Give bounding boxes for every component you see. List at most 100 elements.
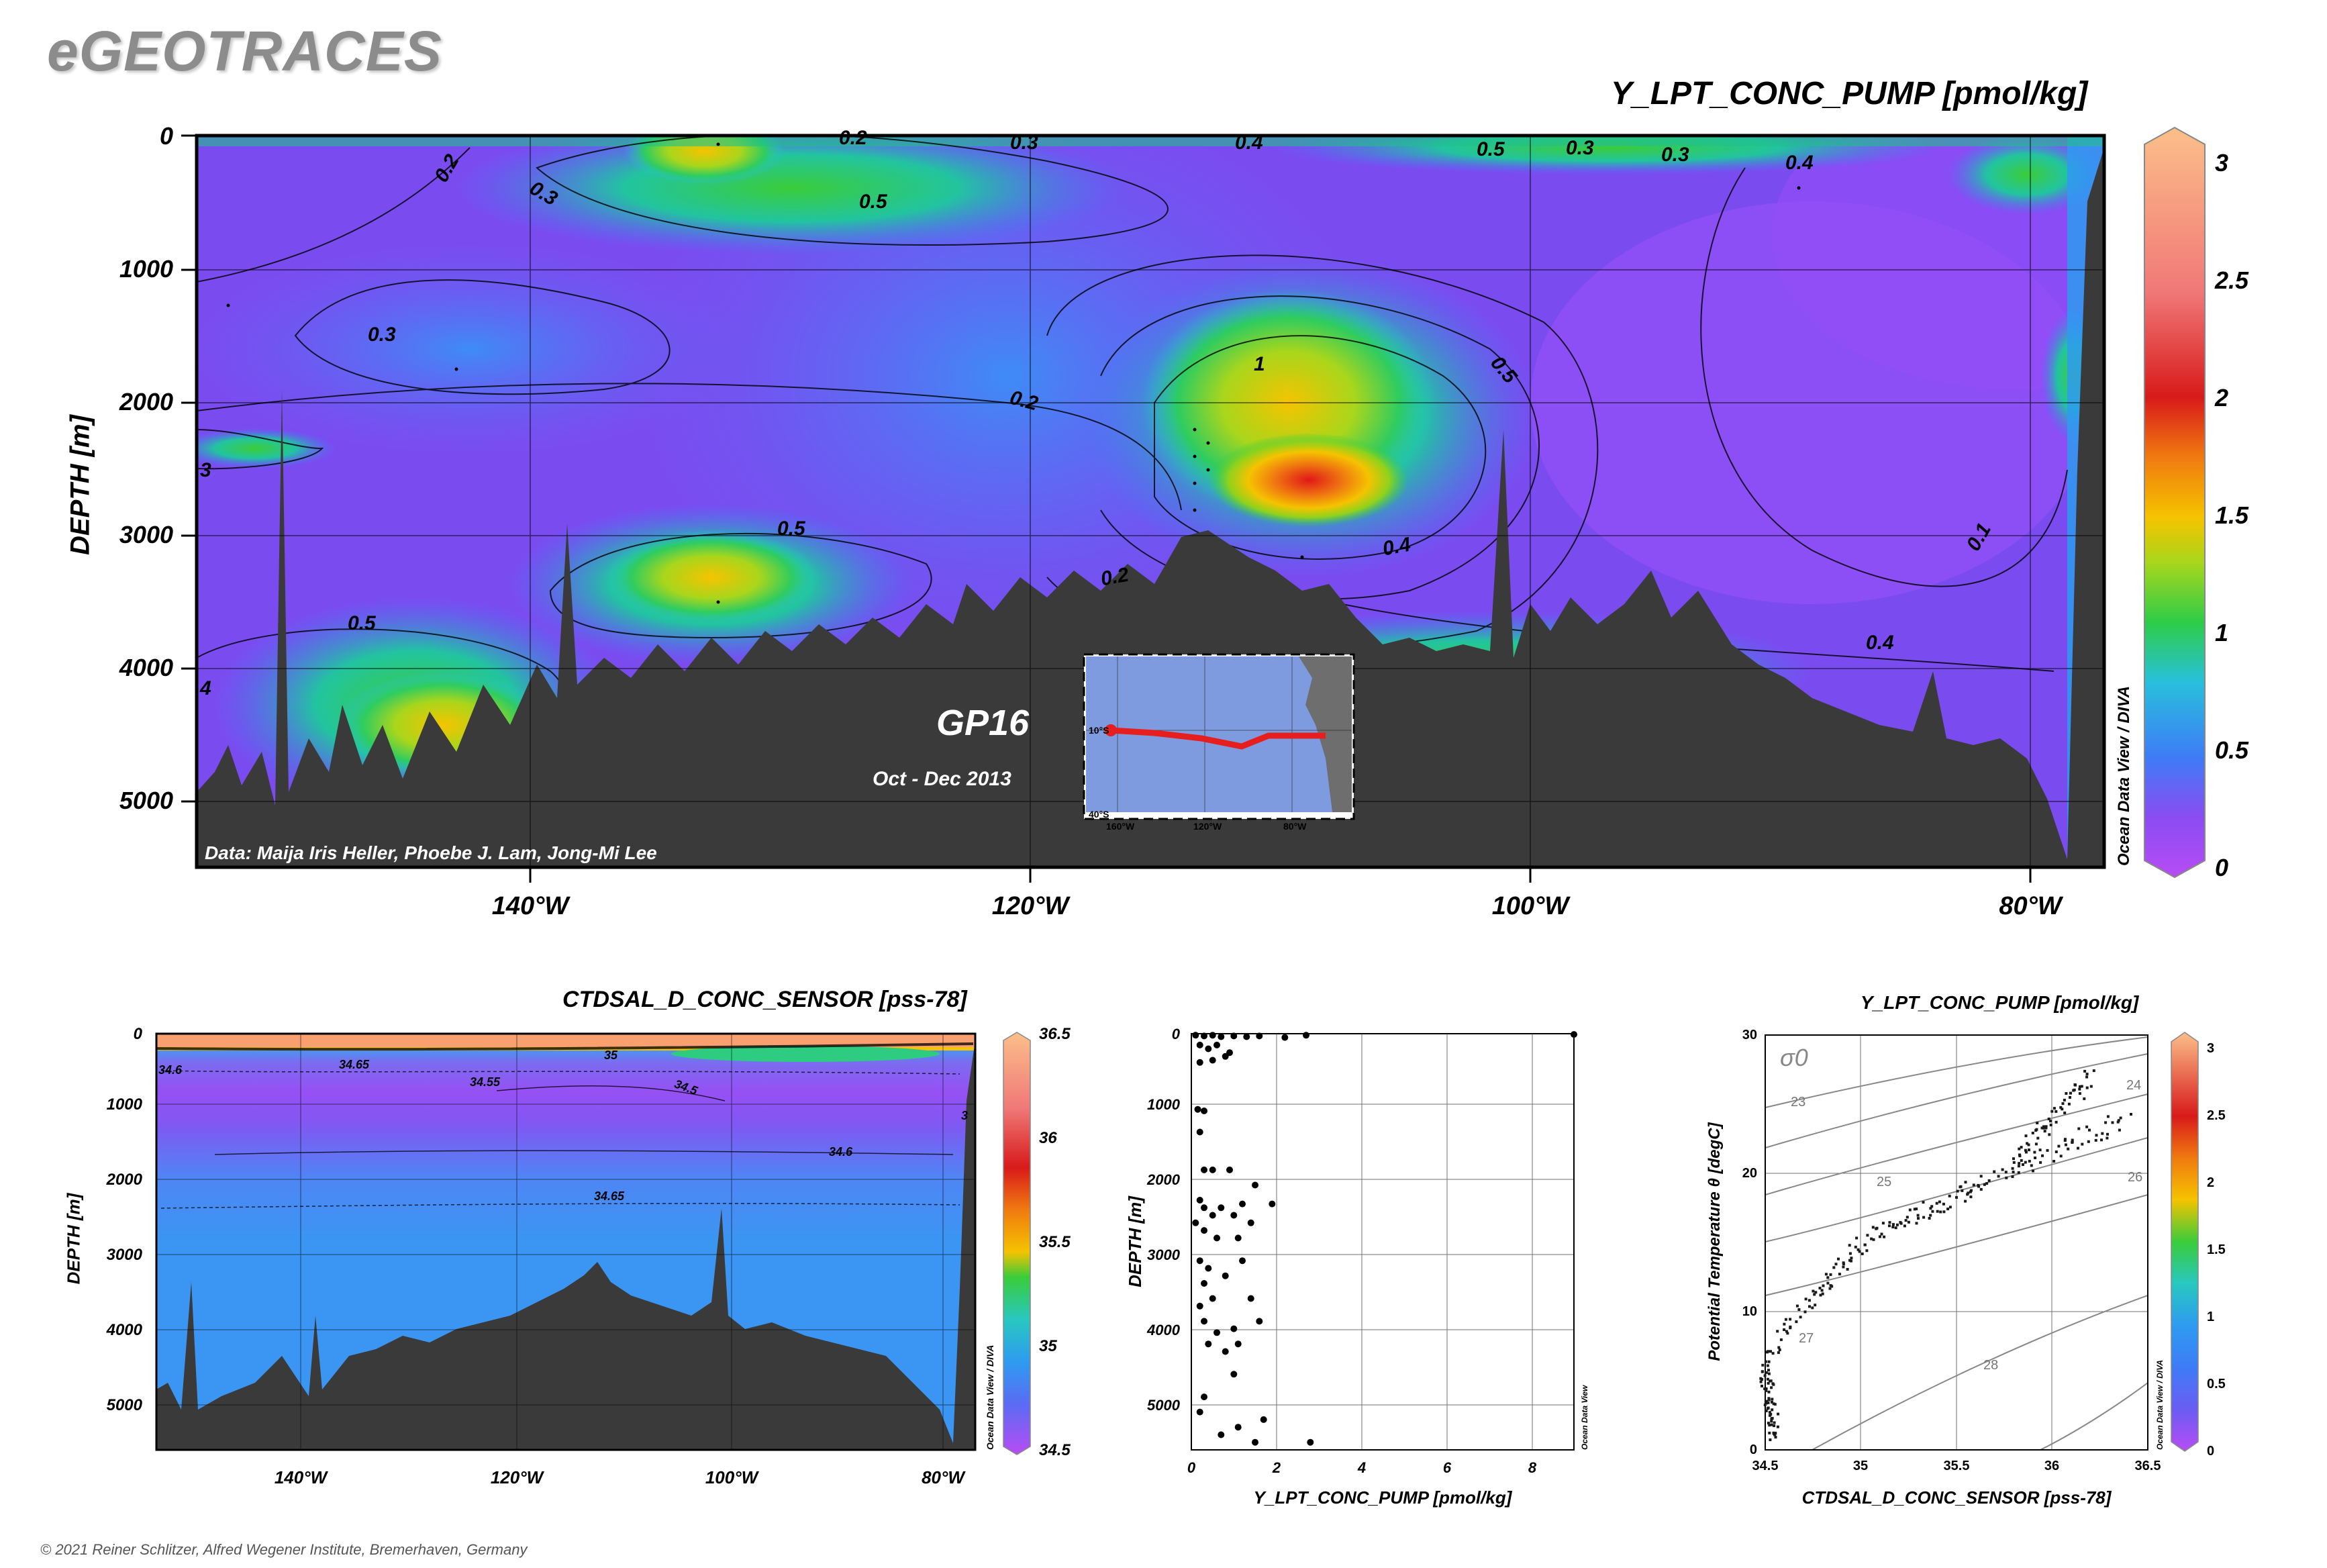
egeotraces-logo: eGEOTRACES bbox=[47, 19, 442, 83]
xtick-label: 0 bbox=[1187, 1459, 1196, 1476]
ts-point bbox=[2012, 1171, 2015, 1174]
ts-point bbox=[1767, 1397, 1771, 1400]
ts-point bbox=[1939, 1210, 1942, 1214]
salinity-colorbar: 34.5 35 35.5 36 36.5 bbox=[1003, 1025, 1071, 1459]
profile-point bbox=[1218, 1204, 1225, 1212]
ts-point bbox=[1863, 1243, 1867, 1246]
ts-yticks: 0 10 20 30 bbox=[1742, 1028, 1757, 1457]
ts-point bbox=[1777, 1412, 1780, 1416]
ts-point bbox=[2028, 1148, 2030, 1152]
ytick-label: 0 bbox=[1750, 1442, 1757, 1457]
ts-point bbox=[2047, 1118, 2050, 1120]
ts-point bbox=[1771, 1400, 1773, 1404]
ts-point bbox=[1772, 1431, 1775, 1434]
ts-point bbox=[2130, 1113, 2132, 1116]
ts-point bbox=[1832, 1266, 1836, 1269]
ts-point bbox=[1773, 1424, 1776, 1428]
contour-label: 34.55 bbox=[470, 1075, 501, 1089]
colorbar-tick: 0.5 bbox=[2207, 1377, 2226, 1391]
contour-label: 0.5 bbox=[777, 518, 806, 540]
ts-point bbox=[2088, 1128, 2091, 1132]
profile-point bbox=[1201, 1227, 1207, 1234]
colorbar-tick: 2 bbox=[2207, 1175, 2214, 1190]
profile-point bbox=[1209, 1295, 1216, 1302]
ts-point bbox=[1767, 1401, 1770, 1404]
profile-points bbox=[1192, 1031, 1577, 1446]
main-section-chart: 0 1000 2000 3000 4000 5000 140°W 120°W 1… bbox=[119, 122, 2249, 920]
main-section-yticks: 0 1000 2000 3000 4000 5000 bbox=[119, 122, 173, 814]
main-section-field bbox=[197, 136, 2104, 867]
ts-point bbox=[1922, 1201, 1925, 1204]
ts-point bbox=[2005, 1176, 2008, 1179]
profile-point bbox=[1214, 1041, 1220, 1048]
ts-point bbox=[2059, 1106, 2063, 1109]
ts-point bbox=[1915, 1222, 1918, 1225]
ts-point bbox=[1797, 1308, 1801, 1311]
profile-point bbox=[1194, 1106, 1201, 1113]
ts-point bbox=[1811, 1306, 1814, 1310]
ts-point bbox=[2057, 1144, 2061, 1148]
ts-point bbox=[1768, 1431, 1771, 1434]
profile-point bbox=[1260, 1416, 1267, 1423]
ts-xlabel: CTDSAL_D_CONC_SENSOR [pss-78] bbox=[1802, 1487, 2112, 1508]
ytick-label: 30 bbox=[1742, 1028, 1757, 1042]
profile-point bbox=[1239, 1200, 1246, 1208]
ytick-label: 10 bbox=[1742, 1304, 1757, 1319]
ts-point bbox=[1875, 1227, 1878, 1230]
ts-point bbox=[2049, 1124, 2052, 1126]
xtick-label: 35.5 bbox=[1944, 1459, 1970, 1473]
ytick-label: 0 bbox=[1172, 1026, 1181, 1042]
colorbar-tick: 0.5 bbox=[2215, 736, 2249, 764]
ts-point bbox=[1826, 1276, 1830, 1279]
ts-point bbox=[1977, 1185, 1981, 1188]
ts-point bbox=[1881, 1222, 1885, 1225]
ts-point bbox=[2011, 1167, 2014, 1170]
ts-point bbox=[2085, 1125, 2089, 1128]
ts-point bbox=[1883, 1235, 1886, 1238]
ts-point bbox=[1767, 1369, 1770, 1372]
ts-point bbox=[1765, 1400, 1768, 1403]
ytick-label: 5000 bbox=[107, 1396, 143, 1414]
data-credits: Data: Maija Iris Heller, Phoebe J. Lam, … bbox=[205, 842, 657, 863]
ytick-label: 0 bbox=[134, 1025, 143, 1043]
xtick-label: 120°W bbox=[491, 1467, 545, 1487]
ts-point bbox=[1766, 1364, 1769, 1367]
profile-point bbox=[1201, 1280, 1207, 1287]
ts-point bbox=[1905, 1216, 1909, 1219]
ts-point bbox=[1916, 1214, 1920, 1217]
ytick-label: 4000 bbox=[119, 654, 173, 681]
ts-point bbox=[1979, 1175, 1983, 1178]
ts-point bbox=[1818, 1287, 1822, 1289]
profile-point bbox=[1239, 1257, 1246, 1265]
profile-point bbox=[1214, 1234, 1220, 1242]
ts-point bbox=[2020, 1159, 2023, 1162]
ts-point bbox=[2012, 1161, 2016, 1164]
isopycnal-label: 24 bbox=[2126, 1078, 2141, 1093]
profile-point bbox=[1307, 1438, 1314, 1446]
ts-point bbox=[2024, 1134, 2028, 1138]
ts-point bbox=[1759, 1377, 1763, 1380]
colorbar-tick: 1 bbox=[2207, 1310, 2214, 1324]
ytick-label: 2000 bbox=[106, 1171, 143, 1189]
profile-point bbox=[1201, 1108, 1207, 1114]
ts-point bbox=[1983, 1183, 1986, 1186]
colorbar-tick: 2.5 bbox=[2207, 1108, 2226, 1123]
profile-point bbox=[1196, 1041, 1203, 1048]
ts-point bbox=[2092, 1069, 2095, 1073]
contour-label: 0.3 bbox=[1566, 137, 1594, 159]
profile-point bbox=[1303, 1032, 1309, 1039]
contour-label: 0.3 bbox=[1661, 144, 1689, 166]
ts-point bbox=[1776, 1425, 1779, 1428]
profile-point bbox=[1196, 1302, 1203, 1310]
ts-point bbox=[1765, 1387, 1768, 1390]
profile-point bbox=[1247, 1219, 1254, 1226]
ts-point bbox=[2106, 1115, 2110, 1118]
ts-point bbox=[1964, 1199, 1967, 1203]
xtick-label: 2 bbox=[1272, 1459, 1281, 1476]
isopycnal-labels: 23 24 25 26 27 28 bbox=[1791, 1078, 2142, 1373]
profile-point bbox=[1209, 1212, 1216, 1219]
profile-point bbox=[1222, 1348, 1229, 1355]
ts-point bbox=[1766, 1377, 1769, 1381]
main-section-frame bbox=[195, 134, 2106, 869]
ytick-label: 0 bbox=[160, 122, 173, 150]
